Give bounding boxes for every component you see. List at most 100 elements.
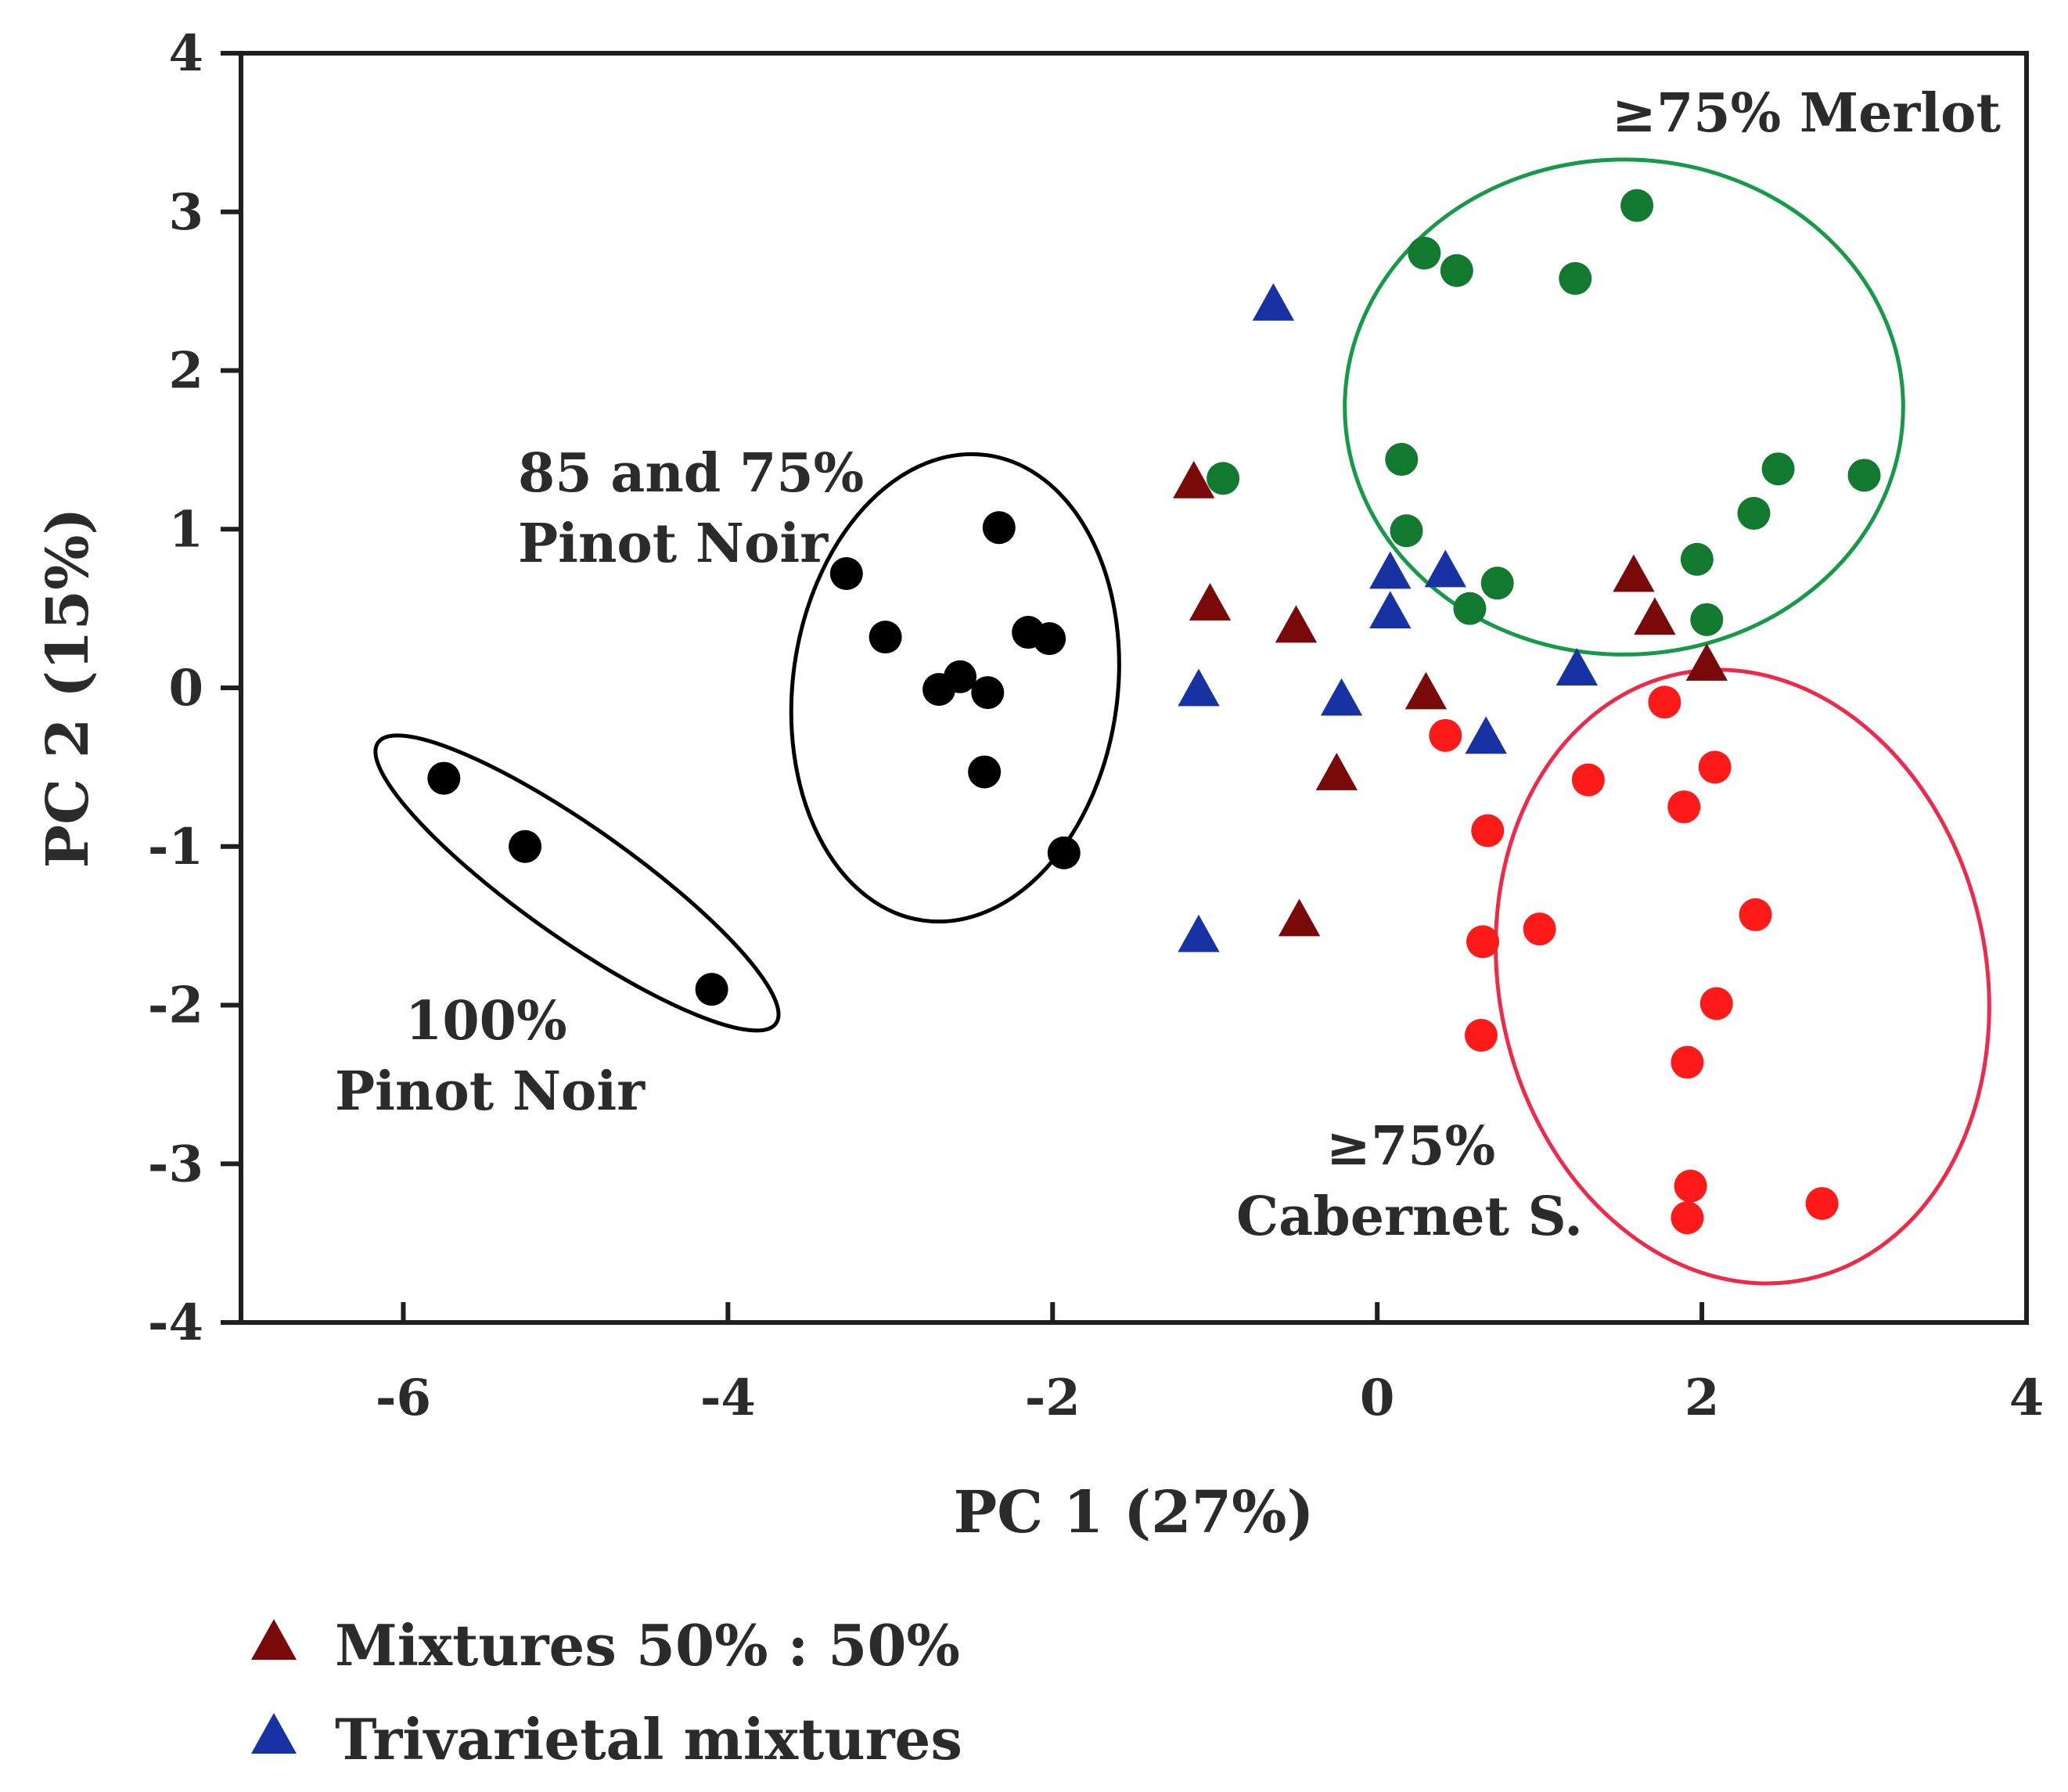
data-point: [1385, 443, 1419, 477]
data-point: [1189, 583, 1232, 621]
data-point: [1555, 648, 1599, 686]
data-point: [1320, 678, 1363, 716]
data-point: [1761, 452, 1795, 486]
annotation-cabernet-line2: Cabernet S.: [1236, 1186, 1583, 1248]
data-point: [1523, 912, 1556, 946]
data-point: [1739, 898, 1772, 931]
data-point: [1278, 898, 1321, 937]
data-point: [1440, 254, 1473, 287]
data-point: [1252, 282, 1295, 321]
y-tick-label: -2: [148, 977, 203, 1035]
data-point: [944, 660, 977, 693]
data-point: [1178, 668, 1220, 707]
data-point: [982, 511, 1016, 545]
data-point: [1369, 551, 1412, 589]
data-point: [1315, 752, 1358, 790]
data-point: [1275, 605, 1318, 643]
x-tick-label: 2: [1685, 1369, 1720, 1427]
x-tick-label: -2: [1025, 1369, 1081, 1427]
series-85-and-75-pinot-noir: [829, 511, 1081, 869]
legend-item-mixtures-5050: Mixtures 50% : 50%: [251, 1612, 960, 1679]
ellipse-100-pinot-noir: [373, 733, 781, 1033]
y-tick-label: 4: [168, 24, 203, 83]
data-point: [1690, 603, 1724, 636]
ellipse-75-merlot: [1343, 157, 1905, 657]
data-point: [1571, 763, 1605, 797]
ellipse-75-cabernet-s: [1494, 668, 1991, 1286]
legend-label-mixtures-5050: Mixtures 50% : 50%: [335, 1612, 960, 1679]
y-tick-label: -3: [148, 1135, 203, 1193]
data-point: [869, 621, 902, 654]
legend-label-trivarietal: Trivarietal mixtures: [335, 1706, 962, 1772]
axes: [239, 51, 2029, 1325]
data-point: [1390, 514, 1423, 548]
annotation-pinot-pure-line2: Pinot Noir: [335, 1060, 646, 1123]
data-point: [1559, 261, 1592, 295]
y-axis-title: PC 2 (15%): [34, 508, 102, 869]
data-point: [1453, 592, 1487, 625]
annotation-cabernet-line1: ≥75%: [1326, 1115, 1495, 1178]
data-point: [1424, 549, 1466, 588]
annotation-pinot-blend-line1: 85 and 75%: [518, 442, 864, 505]
data-point: [1466, 925, 1500, 959]
legend-item-trivarietal: Trivarietal mixtures: [251, 1706, 962, 1772]
data-point: [1471, 814, 1505, 847]
series-mixtures-50-50: [1173, 460, 1728, 937]
data-point: [695, 973, 728, 1006]
data-point: [509, 829, 542, 863]
data-point: [1178, 914, 1220, 952]
data-point: [1671, 1045, 1704, 1079]
ellipse-85-and-75-pinot-noir: [789, 452, 1121, 924]
data-point: [1047, 836, 1081, 869]
data-point: [427, 761, 461, 795]
data-point: [1737, 496, 1771, 530]
y-tick-label: 2: [168, 342, 203, 401]
x-tick-label: -4: [700, 1369, 756, 1427]
y-tick-label: -4: [148, 1294, 203, 1352]
x-axis-title: PC 1 (27%): [954, 1479, 1315, 1546]
data-point: [1480, 567, 1514, 600]
data-point: [1667, 790, 1701, 824]
data-point: [1613, 554, 1655, 592]
annotation-pinot-blend-line2: Pinot Noir: [518, 513, 829, 575]
axis-ticks: -6 -4 -2 0 2 4 4 3 2 1 0 -1 -2 -3 -4: [148, 24, 2044, 1427]
plot-frame: [239, 51, 2029, 1325]
data-point: [829, 557, 863, 591]
data-point: [1699, 987, 1733, 1020]
data-point: [1685, 643, 1728, 681]
series-75-merlot: [1207, 189, 1881, 636]
data-point: [1648, 685, 1681, 719]
series-trivarietal-mixtures: [1178, 282, 1599, 952]
y-tick-label: 0: [168, 659, 203, 718]
data-point: [1671, 1201, 1704, 1235]
data-point: [1404, 671, 1448, 710]
data-points: [427, 189, 1881, 1235]
data-point: [1408, 236, 1441, 270]
annotation-merlot: ≥75% Merlot: [1612, 82, 2001, 145]
y-tick-label: 3: [168, 183, 203, 242]
data-point: [1805, 1186, 1839, 1220]
data-point: [1620, 189, 1654, 222]
x-tick-label: -6: [376, 1369, 431, 1427]
y-tick-label: 1: [168, 500, 203, 559]
data-point: [1173, 460, 1215, 498]
data-point: [1634, 597, 1676, 635]
annotation-pinot-pure-line1: 100%: [405, 990, 567, 1053]
series-75-cabernet-s: [1429, 685, 1839, 1235]
legend: Mixtures 50% : 50% Trivarietal mixtures: [251, 1612, 962, 1772]
data-point: [1033, 622, 1066, 656]
data-point: [1369, 591, 1412, 629]
data-point: [1680, 542, 1714, 576]
legend-marker-trivarietal: [251, 1713, 297, 1754]
cluster-annotations: ≥75% Merlot 85 and 75% Pinot Noir 100% P…: [335, 82, 2001, 1248]
data-point: [1429, 718, 1462, 752]
data-point: [1465, 716, 1507, 754]
data-point: [1674, 1169, 1707, 1203]
data-point: [971, 676, 1005, 710]
data-point: [968, 755, 1002, 789]
data-point: [1464, 1019, 1498, 1053]
x-tick-label: 0: [1360, 1369, 1395, 1427]
y-tick-label: -1: [148, 818, 203, 876]
series-100-pinot-noir: [427, 761, 728, 1006]
